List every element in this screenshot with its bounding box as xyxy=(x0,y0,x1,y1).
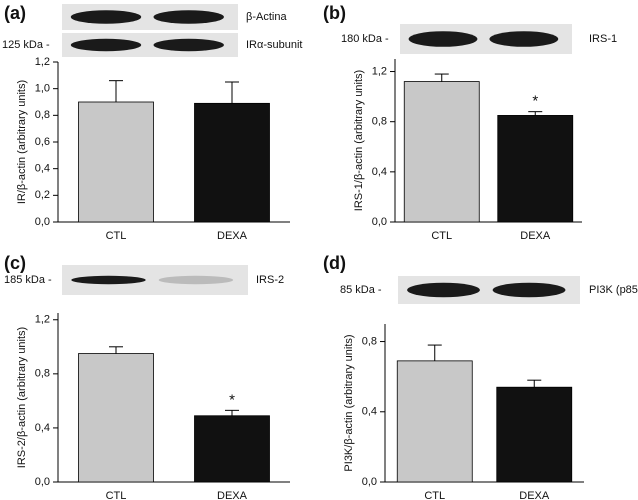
error-bar xyxy=(109,80,123,102)
bar xyxy=(194,415,270,483)
error-bar xyxy=(427,344,442,361)
x-tick-label: DEXA xyxy=(217,230,248,242)
y-tick-label: 0,0 xyxy=(35,476,50,488)
error-bar xyxy=(527,379,542,388)
y-tick-label: 0,0 xyxy=(372,216,387,228)
blot-label: β-Actina xyxy=(246,11,287,23)
blot-band xyxy=(408,31,478,47)
panel: (a) β-Actina 125 kDa - IRα-subunit 0,0 0,2 0,4… xyxy=(2,3,303,242)
x-tick-label: CTL xyxy=(106,230,127,242)
y-tick-label: 0,4 xyxy=(372,166,387,178)
y-tick-label: 0,0 xyxy=(362,476,377,488)
bar xyxy=(194,102,270,223)
panel-letter: (b) xyxy=(323,3,346,23)
x-tick-label: CTL xyxy=(106,490,127,500)
error-bar xyxy=(225,81,239,104)
y-axis-label: IR/β-actin (arbitrary units) xyxy=(16,80,28,204)
bar xyxy=(497,115,574,223)
blot-size: 180 kDa - xyxy=(341,33,389,45)
blot-band xyxy=(492,282,566,298)
y-axis-label: IRS-2/β-actin (arbitrary units) xyxy=(16,327,28,468)
panel-letter: (d) xyxy=(323,253,346,273)
blot-band xyxy=(158,275,234,285)
blot-size: 185 kDa - xyxy=(4,274,52,286)
error-bar xyxy=(109,346,123,354)
bar xyxy=(496,386,573,483)
y-tick-label: 1,2 xyxy=(35,314,50,326)
y-tick-label: 0,4 xyxy=(35,163,50,175)
error-bar xyxy=(528,111,543,116)
blot-band xyxy=(153,10,224,24)
y-tick-label: 0,0 xyxy=(35,216,50,228)
y-tick-label: 0,8 xyxy=(35,109,50,121)
blot-size: 125 kDa - xyxy=(2,39,50,51)
y-axis-label: IRS-1/β-actin (arbitrary units) xyxy=(353,70,365,211)
bar xyxy=(78,101,154,223)
panel-letter: (a) xyxy=(4,3,26,23)
bar xyxy=(396,360,473,483)
x-tick-label: CTL xyxy=(431,230,452,242)
y-tick-label: 0,8 xyxy=(35,368,50,380)
panel: (b) 180 kDa - IRS-1 0,0 0,4 0,8 1,2 IRS-1/β-act… xyxy=(323,3,617,242)
x-tick-label: CTL xyxy=(424,490,445,500)
bar xyxy=(78,353,154,483)
blot-label: IRS-1 xyxy=(589,33,617,45)
x-tick-label: DEXA xyxy=(217,490,248,500)
y-tick-label: 0,8 xyxy=(362,335,377,347)
y-tick-label: 1,2 xyxy=(372,65,387,77)
x-tick-label: DEXA xyxy=(520,230,551,242)
y-tick-label: 0,6 xyxy=(35,136,50,148)
blot-band xyxy=(70,38,142,52)
blot-label: PI3K (p85) xyxy=(589,284,638,296)
significance-mark: * xyxy=(532,93,538,110)
blot-label: IRS-2 xyxy=(256,274,284,286)
y-axis-label: PI3K/β-actin (arbitrary units) xyxy=(343,334,355,471)
blot-label: IRα-subunit xyxy=(246,39,303,51)
x-tick-label: DEXA xyxy=(519,490,550,500)
panel: (d) 85 kDa - PI3K (p85) 0,0 0,4 0,8 PI3K/β-act… xyxy=(323,253,638,500)
blot-band xyxy=(407,282,480,298)
panel: (c)185 kDa - IRS-2 0,0 0,4 0,8 1,2 IRS-2/β-act… xyxy=(4,253,290,500)
y-tick-label: 0,4 xyxy=(35,422,50,434)
panel-letter: (c) xyxy=(4,253,26,273)
y-tick-label: 1,0 xyxy=(35,83,50,95)
y-tick-label: 0,4 xyxy=(362,406,377,418)
blot-size: 85 kDa - xyxy=(340,284,382,296)
bar xyxy=(403,81,480,223)
error-bar xyxy=(434,73,449,82)
significance-mark: * xyxy=(229,391,235,408)
blot-band xyxy=(71,275,146,285)
blot-band xyxy=(489,31,559,47)
y-tick-label: 0,2 xyxy=(35,189,50,201)
y-tick-label: 0,8 xyxy=(372,116,387,128)
blot-band xyxy=(70,10,142,24)
y-tick-label: 1,2 xyxy=(35,56,50,68)
blot-band xyxy=(153,38,224,52)
error-bar xyxy=(225,409,239,416)
